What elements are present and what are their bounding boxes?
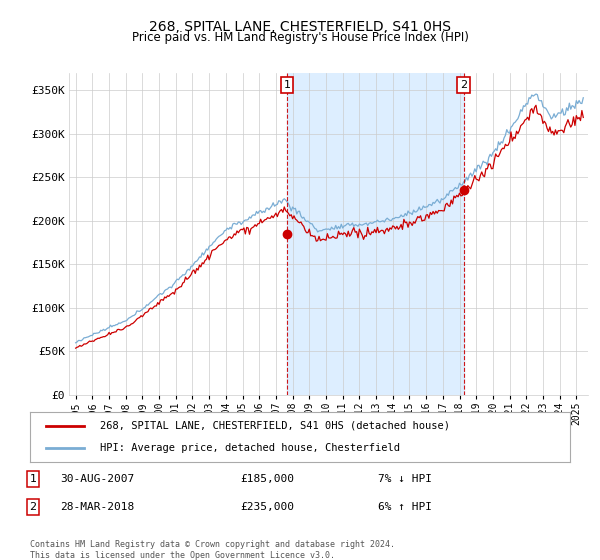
Text: 1: 1 — [29, 474, 37, 484]
Text: HPI: Average price, detached house, Chesterfield: HPI: Average price, detached house, Ches… — [100, 443, 400, 453]
Text: 2: 2 — [29, 502, 37, 512]
Text: 2: 2 — [460, 80, 467, 90]
Text: 7% ↓ HPI: 7% ↓ HPI — [378, 474, 432, 484]
Text: 6% ↑ HPI: 6% ↑ HPI — [378, 502, 432, 512]
Text: 1: 1 — [283, 80, 290, 90]
Text: Contains HM Land Registry data © Crown copyright and database right 2024.
This d: Contains HM Land Registry data © Crown c… — [30, 540, 395, 560]
Text: £185,000: £185,000 — [240, 474, 294, 484]
Text: 268, SPITAL LANE, CHESTERFIELD, S41 0HS (detached house): 268, SPITAL LANE, CHESTERFIELD, S41 0HS … — [100, 421, 450, 431]
Text: £235,000: £235,000 — [240, 502, 294, 512]
Text: 30-AUG-2007: 30-AUG-2007 — [60, 474, 134, 484]
Text: Price paid vs. HM Land Registry's House Price Index (HPI): Price paid vs. HM Land Registry's House … — [131, 31, 469, 44]
Text: 28-MAR-2018: 28-MAR-2018 — [60, 502, 134, 512]
Text: 268, SPITAL LANE, CHESTERFIELD, S41 0HS: 268, SPITAL LANE, CHESTERFIELD, S41 0HS — [149, 20, 451, 34]
Bar — [287, 73, 464, 395]
